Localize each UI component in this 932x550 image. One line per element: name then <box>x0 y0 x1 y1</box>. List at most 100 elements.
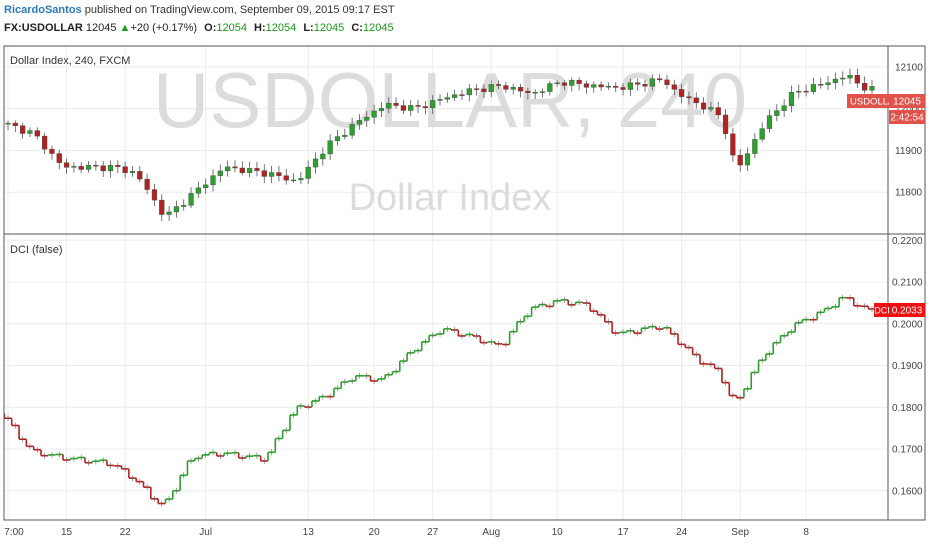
candle-body <box>225 166 231 172</box>
candle-body <box>415 105 421 107</box>
price-candles <box>5 68 875 222</box>
candle-body <box>459 94 465 96</box>
symbol-line: FX:USDOLLAR 12045 ▲+20 (+0.17%) O:12054 … <box>4 22 394 34</box>
candle-body <box>737 154 743 166</box>
candle-body <box>93 165 99 167</box>
candle-body <box>137 171 143 180</box>
candle-body <box>810 84 817 92</box>
x-tick: 10 <box>552 527 564 538</box>
candle-body <box>400 105 406 111</box>
candle-body <box>312 158 319 168</box>
candle-body <box>276 172 282 176</box>
candle-body <box>298 178 304 181</box>
candle-body <box>774 110 780 116</box>
countdown-text: 2:42:54 <box>890 113 924 124</box>
dci-y-labels: 0.2200 0.2100 0.2000 0.1900 0.1800 0.1700 0.16… <box>892 236 923 498</box>
publish-info: published on TradingView.com, September … <box>84 4 395 16</box>
candle-body <box>679 89 685 97</box>
candle-body <box>305 166 311 179</box>
publish-line: RicardoSantos published on TradingView.c… <box>4 4 395 16</box>
price-y-tick: 12100 <box>895 62 923 73</box>
close-value: 12045 <box>362 22 394 34</box>
candle-body <box>576 80 582 84</box>
candle-body <box>620 87 626 90</box>
low-value: 12045 <box>313 22 345 34</box>
candle-body <box>722 114 729 134</box>
dci-badge-label: DCI <box>874 306 890 316</box>
candle-body <box>5 122 11 125</box>
dci-y-tick: 0.1900 <box>892 361 923 372</box>
candle-body <box>283 175 289 181</box>
candle-body <box>261 170 267 177</box>
candle-body <box>693 97 699 104</box>
price-watermark-sub: Dollar Index <box>349 177 552 219</box>
candle-body <box>151 189 158 201</box>
x-tick: 22 <box>120 527 132 538</box>
candle-body <box>569 80 575 86</box>
candle-body <box>129 171 136 173</box>
candle-body <box>393 102 399 106</box>
x-tick: 24 <box>676 527 688 538</box>
candle-body <box>452 94 458 98</box>
time-x-labels: 7:00 15 22 Jul 13 20 27 Aug 10 17 24 Sep 8 <box>4 527 809 538</box>
dci-series <box>3 294 876 507</box>
countdown-badge: 2:42:54 <box>889 110 925 124</box>
candle-body <box>122 166 128 173</box>
x-tick: Sep <box>731 527 749 538</box>
candle-body <box>803 90 809 93</box>
candle-body <box>730 133 736 156</box>
candle-body <box>290 179 297 182</box>
x-tick: 17 <box>617 527 629 538</box>
x-tick: Jul <box>199 527 212 538</box>
candle-body <box>173 206 180 213</box>
candle-body <box>752 139 758 154</box>
dci-y-tick: 0.1700 <box>892 445 923 456</box>
candle-body <box>854 75 860 84</box>
candle-body <box>232 166 238 169</box>
candle-body <box>525 90 531 93</box>
candle-body <box>334 136 341 141</box>
dci-grid <box>4 239 888 492</box>
candle-body <box>63 162 70 168</box>
candle-body <box>159 199 165 215</box>
candle-body <box>239 167 245 173</box>
candle-body <box>430 100 436 108</box>
candle-body <box>349 124 355 136</box>
candle-body <box>378 108 385 112</box>
candle-body <box>869 86 875 91</box>
candle-body <box>327 140 333 155</box>
candle-body <box>635 82 641 85</box>
last-price: 12045 <box>85 22 117 34</box>
candle-body <box>210 175 216 186</box>
dci-y-tick: 0.1600 <box>892 486 923 497</box>
x-tick: 15 <box>61 527 73 538</box>
candle-body <box>744 153 751 166</box>
candle-body <box>700 102 707 110</box>
candle-body <box>664 79 670 85</box>
price-watermark: USDOLLAR, 240 <box>153 56 747 144</box>
price-badge-value: 12045 <box>893 97 921 108</box>
candle-body <box>517 87 524 92</box>
candle-body <box>444 97 450 100</box>
candle-body <box>49 148 55 154</box>
candle-body <box>583 83 590 88</box>
open-label: O: <box>204 22 217 34</box>
candle-body <box>12 122 18 126</box>
candle-body <box>42 135 48 150</box>
candle-body <box>474 88 480 90</box>
high-label: H: <box>254 22 266 34</box>
candle-body <box>781 105 787 111</box>
price-value-badge: 12045 <box>889 94 925 108</box>
x-tick: 7:00 <box>4 527 24 538</box>
candle-body <box>671 84 677 90</box>
candle-body <box>217 170 223 176</box>
candle-body <box>788 92 795 106</box>
dci-pane-border <box>3 233 926 521</box>
candle-body <box>503 85 509 90</box>
author-link[interactable]: RicardoSantos <box>4 4 82 16</box>
candle-body <box>56 153 62 163</box>
candle-body <box>605 85 612 88</box>
price-y-labels: 12100 12000 11900 11800 <box>895 62 923 198</box>
candle-body <box>195 187 201 194</box>
